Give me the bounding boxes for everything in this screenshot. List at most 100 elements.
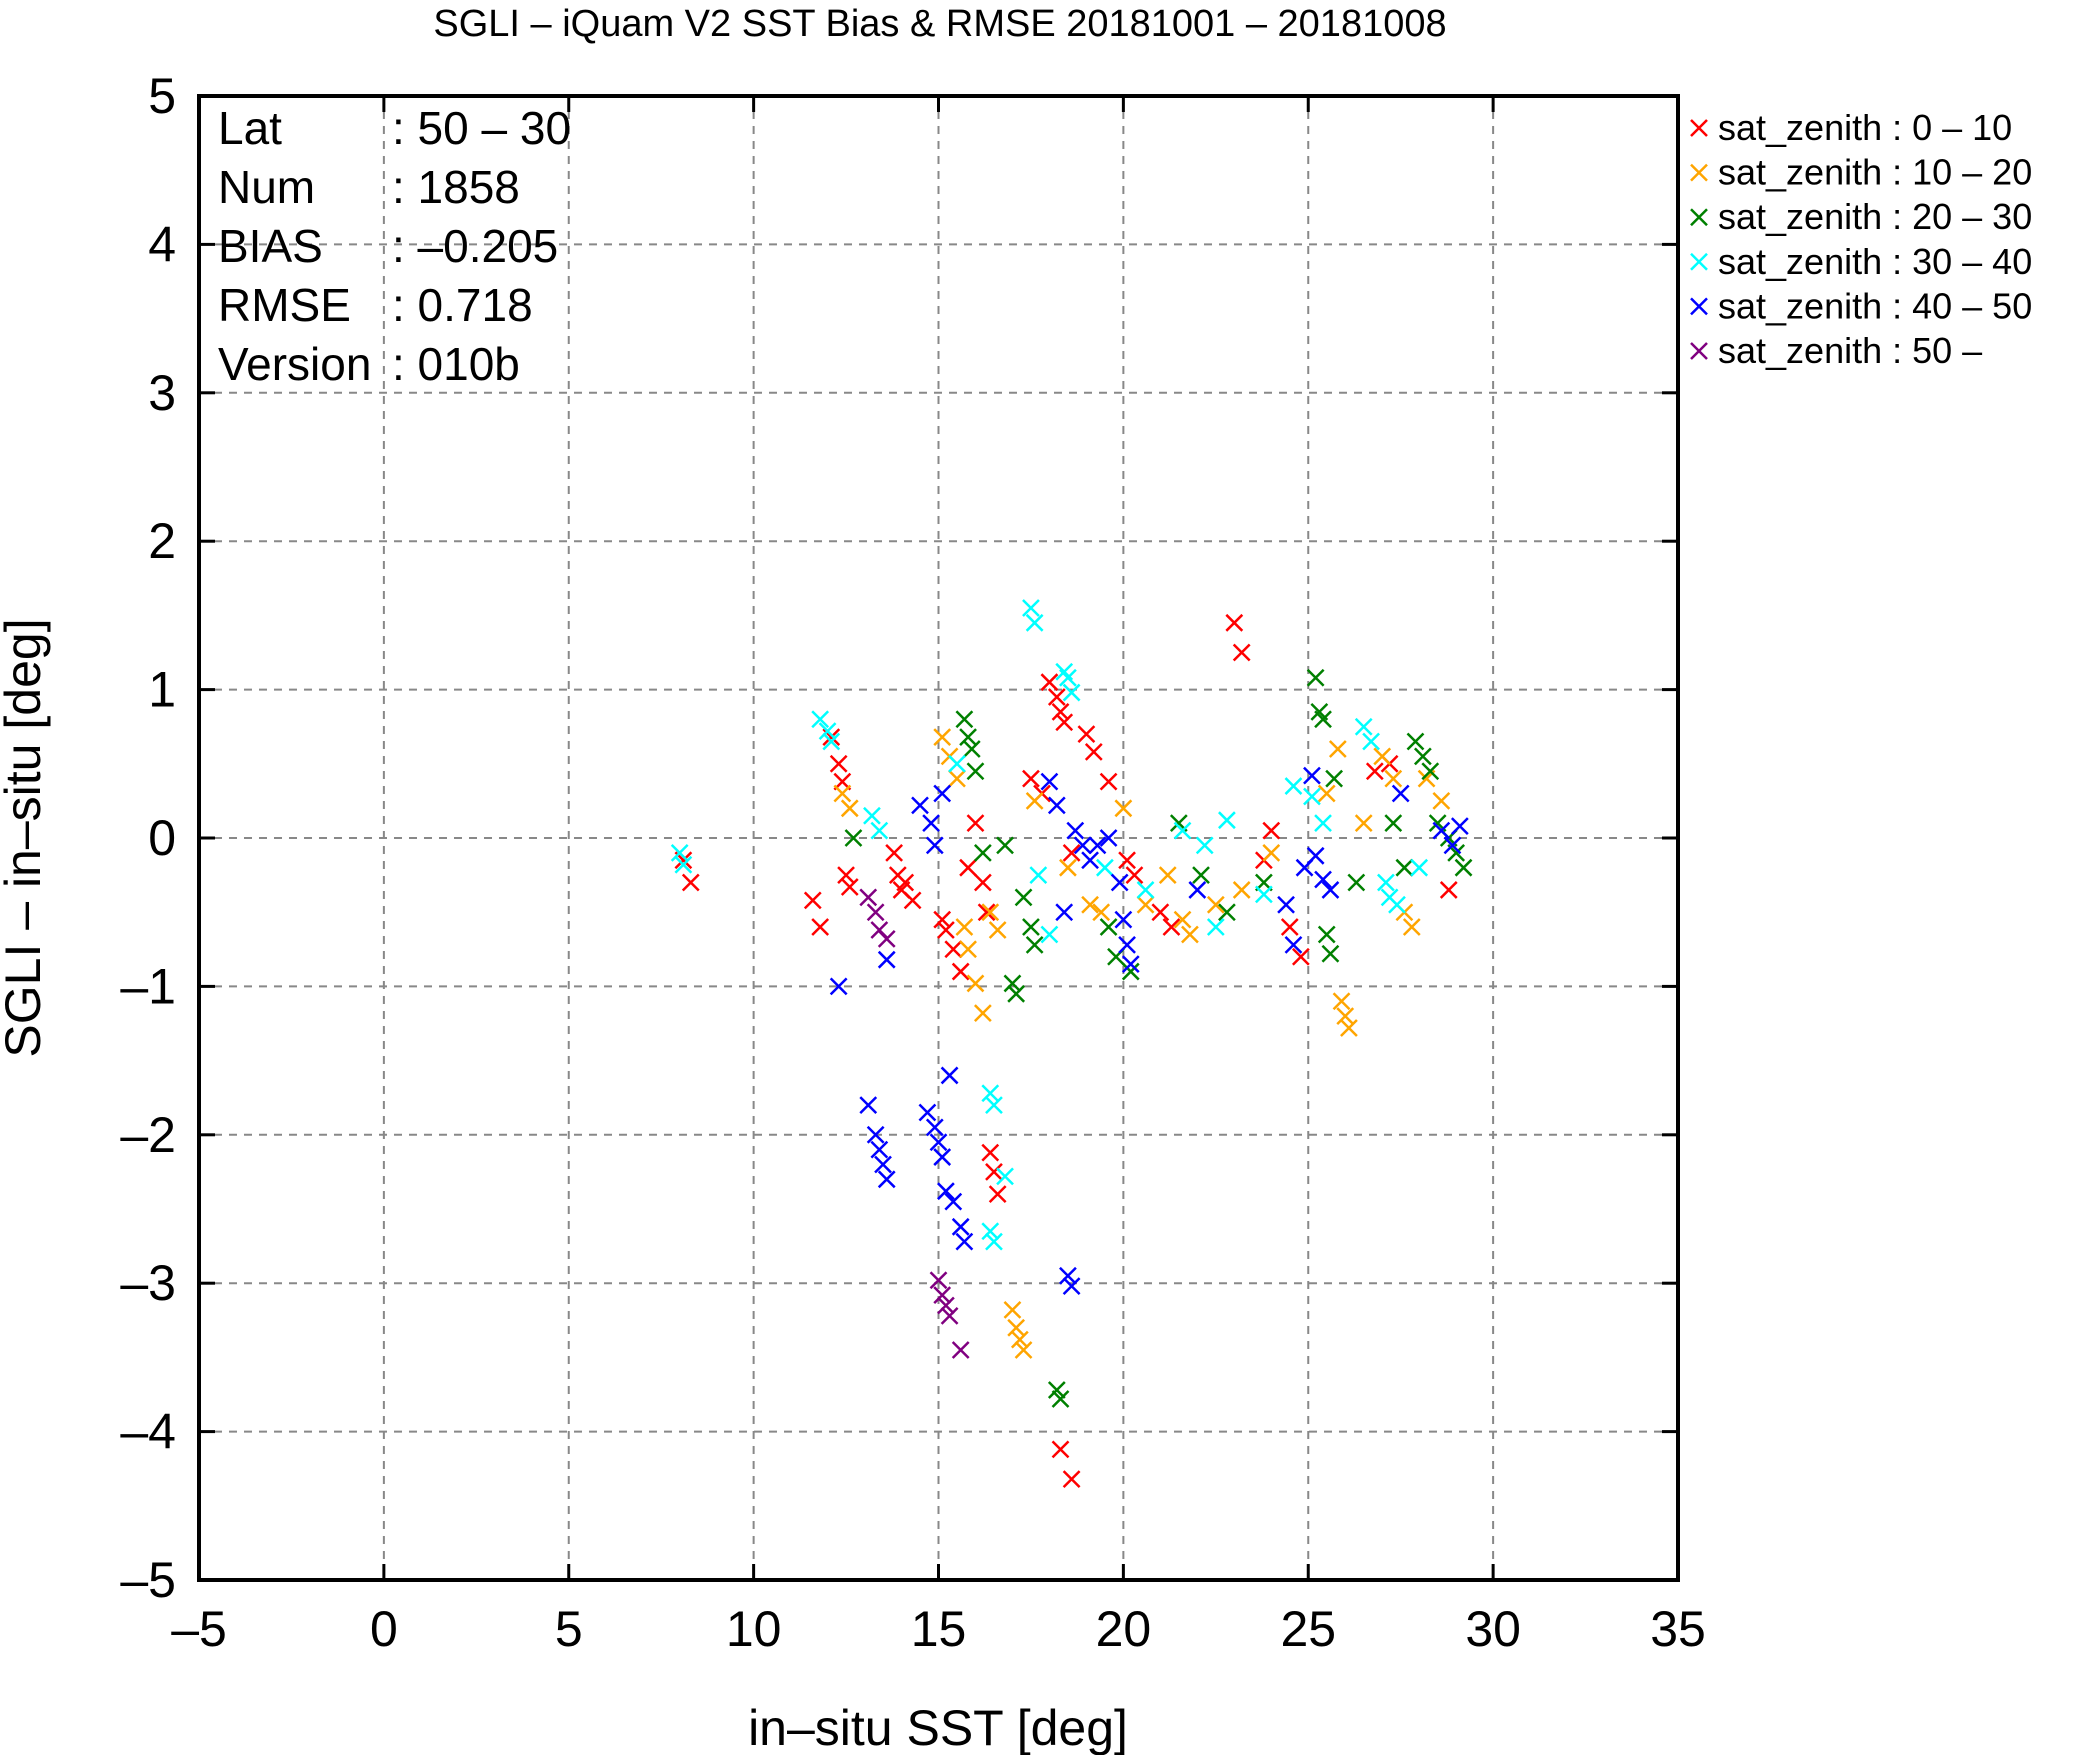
data-point (1365, 762, 1384, 781)
data-point (1055, 903, 1074, 922)
legend-entry: sat_zenith : 20 – 30 (1718, 196, 2032, 237)
data-point (1062, 1277, 1081, 1296)
data-point (1007, 1318, 1026, 1337)
data-point (925, 836, 944, 855)
data-point (1443, 836, 1462, 855)
y-tick-labels: –5 –4 –3 –2 –1 0 1 2 3 4 5 (120, 68, 176, 1608)
data-point (966, 762, 985, 781)
data-point (822, 732, 841, 751)
data-point (1454, 858, 1473, 877)
data-point (1377, 873, 1395, 892)
data-point (1195, 836, 1214, 855)
data-point (670, 843, 689, 862)
data-point (1040, 925, 1059, 944)
grid-lines (199, 96, 1678, 1580)
data-point (1010, 1330, 1029, 1349)
data-point (681, 873, 700, 892)
data-point (903, 891, 922, 910)
data-point (1336, 1007, 1355, 1025)
y-tick-label: 4 (148, 216, 176, 272)
data-point (1062, 683, 1081, 702)
data-point (951, 962, 970, 981)
data-point (925, 1118, 944, 1137)
data-point (1088, 836, 1107, 855)
y-tick-label: 1 (148, 662, 176, 718)
data-point (1047, 796, 1066, 815)
x-tick-label: 0 (370, 1601, 398, 1657)
data-point (1181, 925, 1199, 944)
data-point (1051, 1390, 1070, 1408)
data-point (1314, 870, 1332, 889)
stats-key: Num (218, 161, 315, 213)
data-point (1025, 935, 1044, 954)
data-point (1284, 777, 1303, 795)
data-point (1303, 787, 1321, 806)
data-point (1022, 918, 1040, 936)
data-point (1151, 903, 1170, 922)
data-point (955, 710, 974, 729)
data-point (870, 821, 889, 840)
data-point (1450, 817, 1469, 836)
data-point (1406, 732, 1425, 751)
data-point (988, 1185, 1007, 1204)
stats-key: BIAS (218, 220, 323, 272)
data-point (1003, 1301, 1022, 1319)
data-point (874, 1155, 892, 1174)
data-point (896, 873, 915, 892)
data-point (1077, 725, 1096, 744)
data-point (1232, 643, 1251, 662)
data-point (918, 1103, 937, 1122)
data-point (1432, 792, 1451, 810)
data-point (811, 918, 830, 936)
data-point (1066, 821, 1085, 840)
data-point (944, 940, 963, 959)
stats-value: : 1858 (392, 161, 520, 213)
data-point (1007, 984, 1026, 1003)
data-point (844, 829, 863, 847)
data-point (1262, 843, 1281, 862)
data-point (1354, 717, 1373, 736)
data-point (1073, 836, 1092, 855)
data-point (866, 1125, 885, 1144)
legend-marker (1690, 297, 1708, 316)
data-point (1040, 673, 1059, 692)
data-point (829, 977, 848, 996)
data-point (1232, 881, 1251, 899)
data-point (981, 1143, 1000, 1162)
data-point (933, 1286, 952, 1304)
data-point (1254, 885, 1273, 904)
data-point (1388, 895, 1406, 914)
data-point (1003, 974, 1022, 993)
data-point (996, 836, 1014, 855)
data-point (1099, 829, 1118, 847)
data-point (1284, 935, 1303, 954)
data-point (1121, 962, 1140, 981)
data-point (859, 888, 878, 907)
stats-value: : 010b (392, 338, 520, 390)
y-tick-label: 3 (148, 365, 176, 421)
data-point (1306, 846, 1325, 865)
series-5 (829, 766, 1469, 1296)
data-point (955, 918, 974, 936)
data-point (1136, 895, 1155, 914)
data-point (1158, 866, 1177, 884)
y-tick-label: 5 (148, 68, 176, 124)
data-point (1092, 903, 1111, 922)
data-point (922, 814, 940, 833)
data-point (1384, 769, 1403, 788)
data-point (933, 1148, 952, 1166)
data-point (1432, 821, 1451, 840)
stats-value: : –0.205 (392, 220, 558, 272)
data-point (937, 1296, 955, 1315)
x-tick-label: 25 (1280, 1601, 1336, 1657)
data-point (933, 728, 952, 746)
data-point (973, 873, 992, 892)
stats-key: Lat (218, 102, 282, 154)
data-point (996, 1167, 1014, 1186)
data-point (1291, 947, 1310, 966)
x-tick-label: 10 (726, 1601, 782, 1657)
data-point (940, 1066, 959, 1085)
data-point (985, 1163, 1003, 1181)
x-tick-label: 35 (1650, 1601, 1706, 1657)
data-point (877, 930, 896, 948)
